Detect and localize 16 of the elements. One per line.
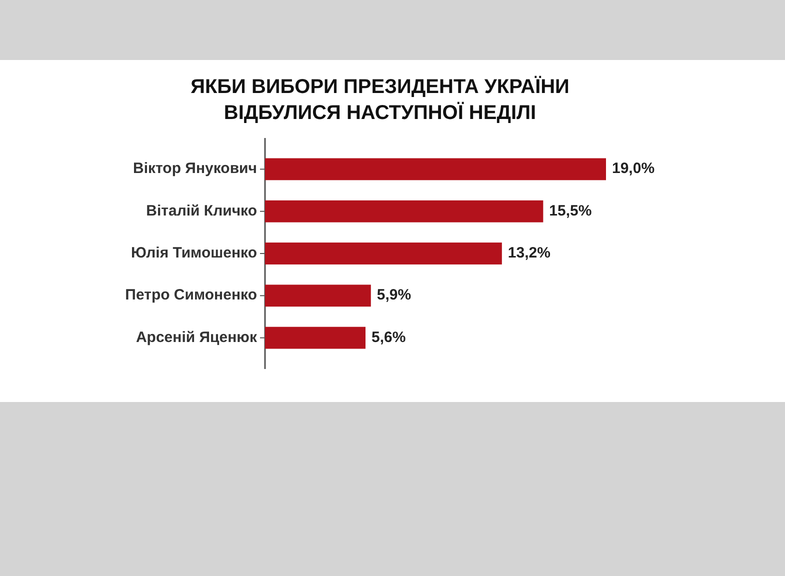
chart-title: ЯКБИ ВИБОРИ ПРЕЗИДЕНТА УКРАЇНИ ВІДБУЛИСЯ НАСТУПНОЇ НЕДІЛІ xyxy=(190,75,570,124)
bar xyxy=(265,242,502,264)
bar xyxy=(265,200,544,222)
data-label: 5,6% xyxy=(372,328,406,346)
y-tick-label: Віталій Кличко xyxy=(146,202,257,220)
data-label: 19,0% xyxy=(612,160,655,178)
y-tick-label: Віктор Янукович xyxy=(133,160,257,178)
bar xyxy=(265,326,366,349)
bar xyxy=(265,158,606,180)
y-tick-label: Арсеній Яценюк xyxy=(136,328,258,346)
data-label: 15,5% xyxy=(549,202,592,220)
y-tick-label: Юлія Тимошенко xyxy=(131,244,257,262)
bar xyxy=(265,284,371,307)
data-label: 5,9% xyxy=(376,286,412,304)
y-tick-label: Петро Симоненко xyxy=(125,286,257,304)
data-label: 13,2% xyxy=(508,244,550,262)
